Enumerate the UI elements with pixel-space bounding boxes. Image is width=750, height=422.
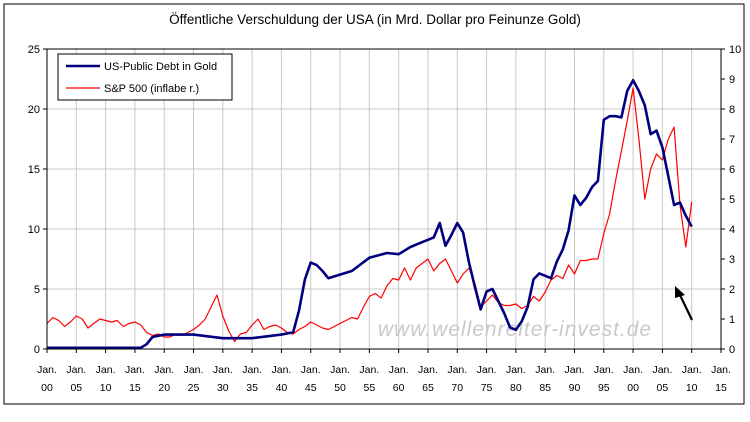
y-right-tick-label: 6 [729, 164, 735, 176]
y-left-tick-label: 5 [34, 284, 40, 296]
x-tick-label-bottom: 55 [364, 382, 376, 394]
x-tick-label-bottom: 05 [70, 382, 82, 394]
y-right-tick-label: 8 [729, 104, 735, 116]
x-axis: Jan. 00 Jan. 05 Jan. 10 Jan. 15 Jan. 20 Jan. 25 Jan.… [37, 349, 731, 394]
x-tick-label-top: Jan. [418, 364, 438, 376]
x-tick-label-top: Jan. [96, 364, 116, 376]
x-tick-label-bottom: 10 [686, 382, 698, 394]
x-tick-label-top: Jan. [301, 364, 321, 376]
x-tick-label-top: Jan. [66, 364, 86, 376]
x-tick-label-bottom: 25 [188, 382, 200, 394]
y-left-tick-label: 15 [28, 164, 40, 176]
x-tick-label-bottom: 00 [41, 382, 53, 394]
y-right-tick-label: 2 [729, 284, 735, 296]
x-tick-label-bottom: 70 [451, 382, 463, 394]
x-tick-label-bottom: 95 [598, 382, 610, 394]
y-left-tick-label: 25 [28, 44, 40, 56]
x-tick-label-top: Jan. [477, 364, 497, 376]
x-tick-label-bottom: 30 [217, 382, 229, 394]
y-right-tick-label: 0 [729, 344, 735, 356]
x-tick-label-top: Jan. [623, 364, 643, 376]
x-tick-label-bottom: 40 [276, 382, 288, 394]
x-tick-label-bottom: 35 [246, 382, 258, 394]
x-tick-label-top: Jan. [330, 364, 350, 376]
x-tick-label-top: Jan. [535, 364, 555, 376]
x-tick-label-bottom: 65 [422, 382, 434, 394]
x-tick-label-bottom: 80 [510, 382, 522, 394]
x-tick-label-bottom: 20 [158, 382, 170, 394]
annotation-arrow [675, 286, 693, 321]
x-tick-label-bottom: 10 [100, 382, 112, 394]
x-tick-label-bottom: 85 [539, 382, 551, 394]
y-axis-right: 0 1 2 3 4 5 6 7 8 9 10 [721, 44, 741, 356]
x-tick-label-top: Jan. [652, 364, 672, 376]
y-right-tick-label: 5 [729, 194, 735, 206]
x-tick-label-top: Jan. [125, 364, 145, 376]
chart-title: Öffentliche Verschuldung der USA (in Mrd… [169, 12, 581, 27]
y-right-tick-label: 1 [729, 314, 735, 326]
x-tick-label-top: Jan. [242, 364, 262, 376]
x-tick-label-bottom: 45 [305, 382, 317, 394]
y-left-tick-label: 0 [34, 344, 40, 356]
x-tick-label-bottom: 90 [569, 382, 581, 394]
x-tick-label-top: Jan. [594, 364, 614, 376]
legend-box [57, 53, 233, 101]
series-layer [46, 78, 693, 350]
x-tick-label-top: Jan. [447, 364, 467, 376]
arrow-head [675, 286, 685, 298]
y-right-tick-label: 9 [729, 74, 735, 86]
x-tick-label-top: Jan. [565, 364, 585, 376]
y-right-tick-label: 4 [729, 224, 735, 236]
x-tick-label-top: Jan. [506, 364, 526, 376]
series-line-sp500 [46, 87, 693, 343]
x-tick-label-bottom: 15 [129, 382, 141, 394]
y-right-tick-label: 10 [729, 44, 741, 56]
y-left-tick-label: 10 [28, 224, 40, 236]
y-right-tick-label: 7 [729, 134, 735, 146]
y-axis-left: 0 5 10 15 20 25 [28, 44, 47, 356]
x-tick-label-top: Jan. [184, 364, 204, 376]
x-tick-label-top: Jan. [389, 364, 409, 376]
x-tick-label-top: Jan. [711, 364, 731, 376]
x-tick-label-bottom: 00 [627, 382, 639, 394]
legend-label-debt: US-Public Debt in Gold [104, 61, 217, 73]
x-tick-label-bottom: 50 [334, 382, 346, 394]
arrow-shaft [678, 292, 693, 321]
y-right-tick-label: 3 [729, 254, 735, 266]
x-tick-label-bottom: 15 [715, 382, 727, 394]
x-tick-label-top: Jan. [213, 364, 233, 376]
legend: US-Public Debt in Gold S&P 500 (inflabe … [57, 53, 233, 101]
x-tick-label-top: Jan. [682, 364, 702, 376]
x-tick-label-top: Jan. [272, 364, 292, 376]
x-tick-label-top: Jan. [359, 364, 379, 376]
series-line-debt [47, 78, 693, 350]
x-tick-label-bottom: 60 [393, 382, 405, 394]
x-tick-label-bottom: 05 [657, 382, 669, 394]
x-tick-label-top: Jan. [37, 364, 57, 376]
legend-label-sp500: S&P 500 (inflabe r.) [104, 83, 199, 95]
x-tick-label-top: Jan. [154, 364, 174, 376]
x-tick-label-bottom: 75 [481, 382, 493, 394]
y-left-tick-label: 20 [28, 104, 40, 116]
